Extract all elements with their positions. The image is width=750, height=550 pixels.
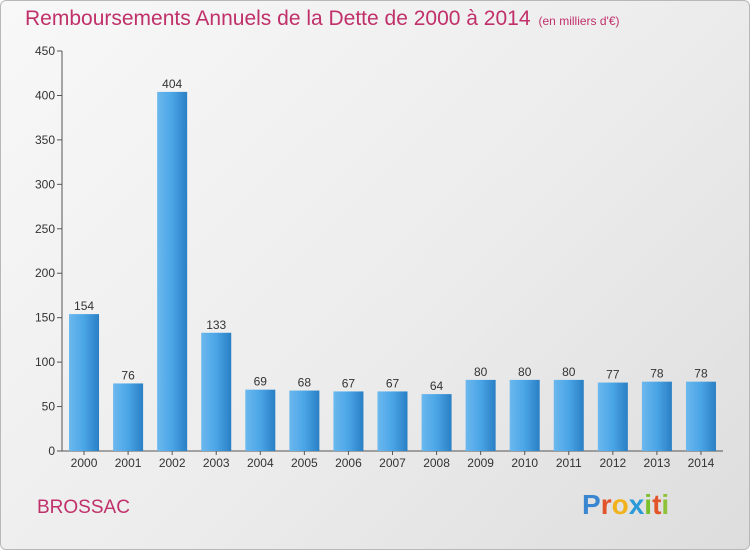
value-label: 404 (162, 77, 182, 91)
x-tick-label: 2012 (599, 456, 626, 470)
chart-bars (69, 91, 716, 451)
x-tick-label: 2005 (291, 456, 318, 470)
value-label: 67 (386, 376, 400, 390)
x-tick-label: 2002 (159, 456, 186, 470)
bar-2006 (333, 391, 364, 451)
x-tick-label: 2010 (511, 456, 538, 470)
y-tick-label: 250 (35, 222, 55, 236)
x-tick-label: 2011 (556, 456, 582, 470)
value-label: 133 (206, 318, 226, 332)
chart-subtitle: (en milliers d'€) (538, 14, 620, 28)
bar-2000 (69, 314, 100, 451)
value-label: 80 (474, 365, 488, 379)
logo-letter: t (652, 489, 662, 520)
value-label: 80 (562, 365, 576, 379)
logo-letter: i (644, 489, 653, 520)
chart-title-text: Remboursements Annuels de la Dette de 20… (25, 7, 531, 30)
x-tick-label: 2003 (203, 456, 230, 470)
chart-labels: 154 2000 76 2001 404 2002 133 2003 69 2004 68 2005 6… (71, 77, 715, 470)
y-tick-label: 400 (35, 88, 55, 102)
y-tick-label: 150 (35, 311, 55, 325)
value-label: 154 (74, 299, 94, 313)
bar-2011 (553, 379, 584, 451)
y-tick-label: 50 (42, 400, 56, 414)
x-tick-label: 2013 (644, 456, 671, 470)
value-label: 78 (650, 367, 664, 381)
bar-2013 (641, 381, 672, 451)
y-tick-label: 0 (48, 444, 55, 458)
bar-2008 (421, 394, 452, 451)
value-label: 69 (254, 375, 268, 389)
x-tick-label: 2006 (335, 456, 362, 470)
chart-axes: 0 50 100 150 200 250 300 350 400 450 (35, 44, 723, 458)
x-tick-label: 2014 (688, 456, 715, 470)
x-tick-label: 2007 (379, 456, 406, 470)
x-tick-label: 2004 (247, 456, 274, 470)
bar-2010 (509, 379, 540, 451)
value-label: 64 (430, 379, 444, 393)
x-tick-label: 2009 (467, 456, 494, 470)
value-label: 78 (694, 367, 708, 381)
logo-letter: x (628, 489, 645, 520)
commune-name: BROSSAC (37, 497, 130, 518)
bar-2014 (685, 381, 716, 451)
bar-2002 (157, 91, 188, 451)
bar-2005 (289, 390, 320, 451)
logo-letter: o (611, 489, 629, 520)
x-tick-label: 2001 (115, 456, 142, 470)
bar-2004 (245, 389, 276, 451)
logo-letter: P (582, 489, 601, 520)
logo-letter: r (600, 489, 612, 520)
x-tick-label: 2000 (71, 456, 98, 470)
y-tick-label: 350 (35, 133, 55, 147)
y-tick-label: 200 (35, 266, 55, 280)
bar-2007 (377, 391, 408, 451)
y-tick-label: 450 (35, 44, 55, 58)
bar-2001 (113, 383, 144, 451)
y-tick-label: 100 (35, 355, 55, 369)
value-label: 67 (342, 376, 356, 390)
x-tick-label: 2008 (423, 456, 450, 470)
logo-letter: i (661, 489, 670, 520)
bar-2003 (201, 332, 232, 451)
y-tick-label: 300 (35, 177, 55, 191)
bar-2009 (465, 379, 496, 451)
value-label: 68 (298, 376, 312, 390)
value-label: 80 (518, 365, 532, 379)
value-label: 76 (121, 368, 135, 382)
bar-2012 (597, 382, 628, 451)
chart-title: Remboursements Annuels de la Dette de 20… (25, 7, 620, 31)
value-label: 77 (606, 368, 620, 382)
proxiti-logo: Proxiti (582, 489, 669, 521)
